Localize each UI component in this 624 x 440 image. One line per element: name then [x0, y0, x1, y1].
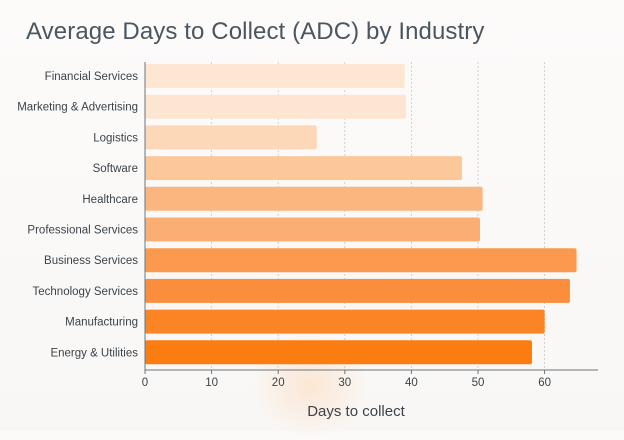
category-label: Financial Services	[45, 71, 139, 83]
category-label: Logistics	[93, 132, 138, 144]
category-label: Technology Services	[33, 286, 139, 298]
category-labels: Financial Services Marketing & Advertisin…	[17, 71, 138, 359]
category-label: Business Services	[44, 255, 138, 267]
bar-technology-services	[145, 278, 570, 303]
category-label: Marketing & Advertising	[17, 102, 138, 114]
bar-healthcare	[145, 186, 483, 211]
category-label: Manufacturing	[65, 317, 138, 329]
x-tick-label: 40	[405, 377, 418, 389]
category-label: Software	[93, 163, 138, 175]
bar-logistics	[145, 125, 317, 150]
bar-chart: Financial Services Marketing & Advertisin…	[17, 62, 598, 420]
bar-energy-utilities	[145, 340, 532, 365]
bar-marketing-advertising	[145, 94, 407, 119]
bar-financial-services	[145, 64, 405, 88]
x-tick-label: 0	[142, 377, 148, 389]
x-axis: 0 10 20 30 40 50 60	[142, 62, 598, 389]
bar-manufacturing	[145, 309, 545, 334]
x-axis-title: Days to collect	[307, 403, 405, 420]
bars	[145, 64, 577, 365]
category-label: Professional Services	[27, 225, 138, 237]
chart-title: Average Days to Collect (ADC) by Industr…	[26, 18, 485, 45]
category-label: Healthcare	[82, 194, 138, 206]
category-label: Energy & Utilities	[50, 347, 138, 359]
bar-software	[145, 156, 463, 181]
bar-professional-services	[145, 217, 480, 242]
x-tick-label: 30	[338, 377, 351, 389]
bar-business-services	[145, 248, 577, 273]
x-tick-label: 60	[538, 377, 551, 389]
x-tick-label: 20	[272, 377, 285, 389]
x-tick-label: 50	[472, 377, 485, 389]
x-tick-label: 10	[205, 377, 218, 389]
